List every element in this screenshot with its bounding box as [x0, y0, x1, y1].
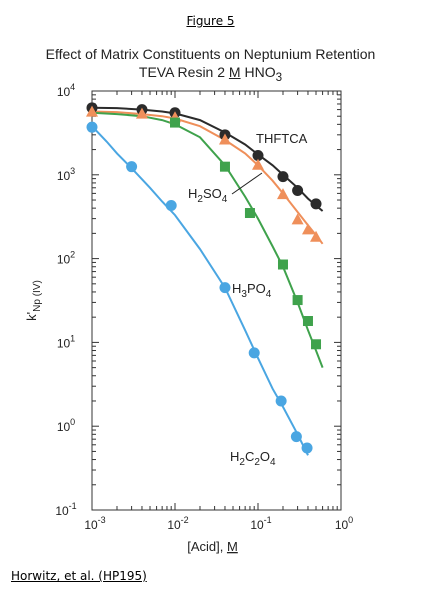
y-tick-label-base: 10	[57, 85, 71, 99]
series-3-point	[126, 161, 138, 173]
y-tick-label: 102	[57, 250, 75, 267]
citation: Horwitz, et al. (HP195)	[11, 569, 147, 583]
y-tick-label-exponent: 4	[70, 82, 75, 92]
x-tick-label: 10-3	[84, 515, 105, 532]
y-tick-label: 104	[57, 82, 75, 99]
y-tick-label-exponent: -1	[69, 501, 77, 511]
series-3-point	[86, 121, 98, 133]
x-tick-label-base: 10	[250, 518, 264, 532]
series-2-point	[170, 117, 180, 128]
series-label-h3po4: H3PO4	[232, 281, 272, 300]
y-tick-label: 103	[57, 166, 75, 183]
series-1-point	[252, 158, 264, 170]
x-tick-label-base: 10	[335, 518, 349, 532]
y-tick-label-base: 10	[57, 420, 71, 434]
y-tick-label-exponent: 1	[70, 333, 75, 343]
y-tick-label-base: 10	[55, 504, 69, 518]
subtitle-part-resin: TEVA Resin 2	[138, 64, 229, 80]
y-axis-title: k'Np (IV)	[24, 280, 43, 321]
x-tick-label-exponent: -3	[98, 515, 106, 525]
x-tick-label-exponent: -2	[181, 515, 189, 525]
series-3-point	[275, 395, 287, 407]
series-1-point	[310, 230, 323, 242]
y-tick-label: 10-1	[55, 501, 76, 518]
series-0-curve	[91, 106, 324, 212]
y-tick-label-base: 10	[57, 336, 71, 350]
series-3-point	[219, 282, 231, 294]
series-1-point	[301, 223, 314, 235]
series-3-point	[301, 442, 313, 454]
series-label-h3po4-part-0: H	[232, 281, 241, 296]
series-3-curve	[91, 125, 309, 456]
series-1-point	[135, 107, 148, 119]
series-1-point	[86, 105, 98, 117]
series-label-h2so4-part-3: 4	[222, 194, 228, 205]
series-0-point	[310, 198, 322, 210]
y-axis-title-sub: Np	[32, 299, 43, 312]
series-label-thftca: THFTCA	[256, 131, 308, 146]
x-axis-title-unit: M	[227, 539, 238, 554]
x-axis-title: [Acid], M	[187, 539, 238, 554]
series-3-point	[165, 200, 177, 212]
y-tick-label-base: 10	[57, 169, 71, 183]
series-label-h2c2o4-part-2: C	[245, 449, 254, 464]
x-tick-label-exponent: 0	[348, 515, 353, 525]
series-label-h2so4-part-2: SO	[203, 186, 222, 201]
subtitle-part-molar: M	[228, 64, 241, 80]
chart-title: Effect of Matrix Constituents on Neptuni…	[45, 46, 376, 62]
series-label-h2c2o4-part-5: 4	[270, 457, 276, 468]
y-axis-title-k: k'	[24, 312, 39, 321]
subtitle-part-subscript: 3	[275, 70, 283, 84]
y-tick-label-base: 10	[57, 253, 71, 267]
x-tick-label-exponent: -1	[264, 515, 272, 525]
series-1-point	[276, 188, 289, 200]
series-label-h2so4-part-0: H	[188, 186, 197, 201]
series-label-h2so4: H2SO4	[188, 186, 228, 205]
series-0-point	[252, 149, 264, 161]
series-label-h2c2o4: H2C2O4	[230, 449, 276, 468]
series-label-h3po4-part-1: 3	[241, 289, 247, 300]
series-2-point	[277, 259, 288, 270]
series-2-point	[292, 295, 303, 306]
figure-label: Figure 5	[186, 14, 235, 28]
series-label-h2c2o4-part-1: 2	[239, 457, 245, 468]
series-1-point	[218, 133, 231, 145]
x-tick-label: 100	[335, 515, 353, 532]
y-tick-label-exponent: 0	[70, 417, 75, 427]
chart-subtitle: TEVA Resin 2 M HNO3	[0, 64, 421, 84]
series-label-h2so4-part-1: 2	[197, 194, 203, 205]
y-tick-label: 100	[57, 417, 75, 434]
plot-frame	[91, 90, 342, 511]
y-tick-label: 101	[57, 333, 75, 350]
series-label-h3po4-part-3: 4	[266, 289, 272, 300]
x-tick-label: 10-1	[250, 515, 271, 532]
series-label-h2c2o4-part-3: 2	[254, 457, 260, 468]
y-tick-label-exponent: 3	[70, 166, 75, 176]
series-1-curve	[91, 110, 324, 245]
series-2-point	[219, 161, 230, 172]
series-2-point	[302, 316, 313, 327]
series-0-point	[277, 171, 289, 183]
series-3-point	[248, 347, 260, 359]
series-1-point	[291, 213, 304, 225]
series-label-thftca-part-0: THFTCA	[256, 131, 308, 146]
h2so4-pointer-line	[231, 172, 263, 195]
series-3-point	[290, 431, 302, 443]
y-tick-label-exponent: 2	[70, 250, 75, 260]
y-axis-title-ox: (IV)	[32, 280, 43, 299]
series-0-point	[292, 184, 304, 196]
x-axis-title-text: [Acid],	[187, 539, 227, 554]
series-2-curve	[91, 111, 324, 368]
series-label-h3po4-part-2: PO	[247, 281, 266, 296]
x-tick-label: 10-2	[167, 515, 188, 532]
series-2-point	[311, 339, 322, 350]
subtitle-part-acid: HNO	[240, 64, 276, 80]
series-2-point	[244, 208, 255, 219]
x-tick-label-base: 10	[167, 518, 181, 532]
x-tick-label-base: 10	[84, 518, 98, 532]
series-label-h2c2o4-part-4: O	[260, 449, 270, 464]
series-label-h2c2o4-part-0: H	[230, 449, 239, 464]
